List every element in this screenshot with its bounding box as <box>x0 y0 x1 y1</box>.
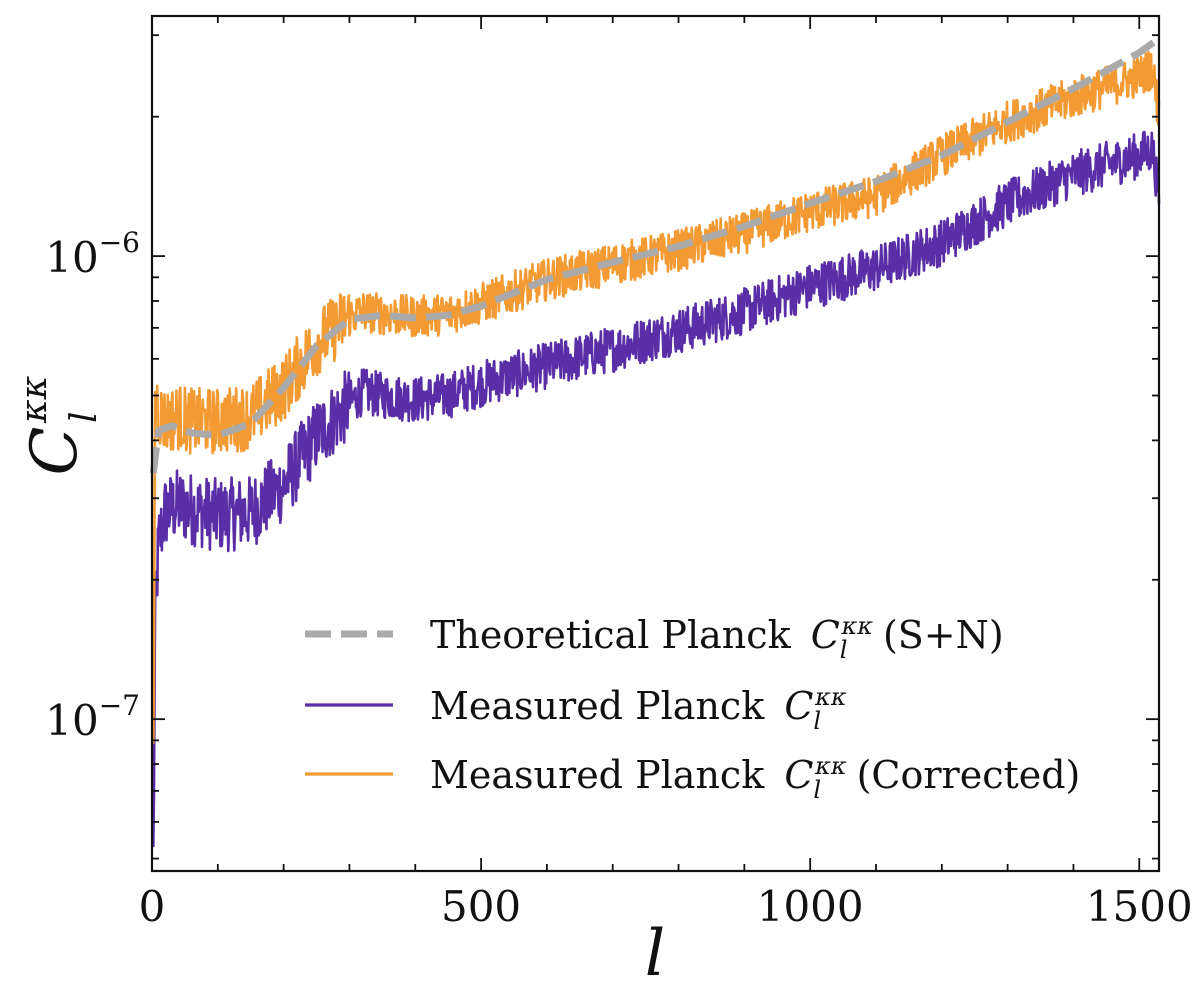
legend-prefix-corrected: Measured Planck <box>430 753 765 797</box>
legend-label-theoretical: Theoretical Planck Clκκ (S+N) <box>430 612 1004 664</box>
x-tick-label: 1000 <box>757 882 864 931</box>
legend: Theoretical Planck Clκκ (S+N) Measured Pl… <box>305 612 1080 804</box>
y-tick-label: 10−7 <box>45 689 140 745</box>
series-line-1 <box>152 130 1161 848</box>
legend-prefix-theoretical: Theoretical Planck <box>430 613 792 657</box>
series-line-2 <box>152 50 1161 744</box>
labels-layer: 0 500 1000 1500 10−7 10−6 <box>45 226 1192 931</box>
y-axis-title-sub: l <box>64 411 105 423</box>
legend-prefix-measured: Measured Planck <box>430 684 765 728</box>
x-tick-label: 0 <box>139 882 166 931</box>
svg-text:C: C <box>18 427 92 476</box>
svg-text:κκ: κκ <box>14 375 55 424</box>
x-tick-label: 500 <box>441 882 521 931</box>
y-axis-title-base: C <box>18 427 92 476</box>
legend-label-measured: Measured Planck Clκκ <box>430 683 847 735</box>
ticks-layer <box>151 16 1159 871</box>
y-axis-title: C κκ l <box>14 375 105 475</box>
svg-text:l: l <box>64 411 105 423</box>
y-tick-label: 10−6 <box>45 226 140 282</box>
legend-label-corrected: Measured Planck Clκκ (Corrected) <box>430 752 1080 804</box>
series-layer <box>149 35 1162 848</box>
series-line-0 <box>149 35 1162 474</box>
legend-suffix-corrected: (Corrected) <box>857 753 1081 797</box>
x-axis-title: l <box>645 917 665 988</box>
y-axis-title-sup: κκ <box>14 375 55 424</box>
legend-suffix-theoretical: (S+N) <box>883 613 1004 657</box>
plot-frame <box>150 14 1161 873</box>
x-tick-label: 1500 <box>1086 882 1193 931</box>
